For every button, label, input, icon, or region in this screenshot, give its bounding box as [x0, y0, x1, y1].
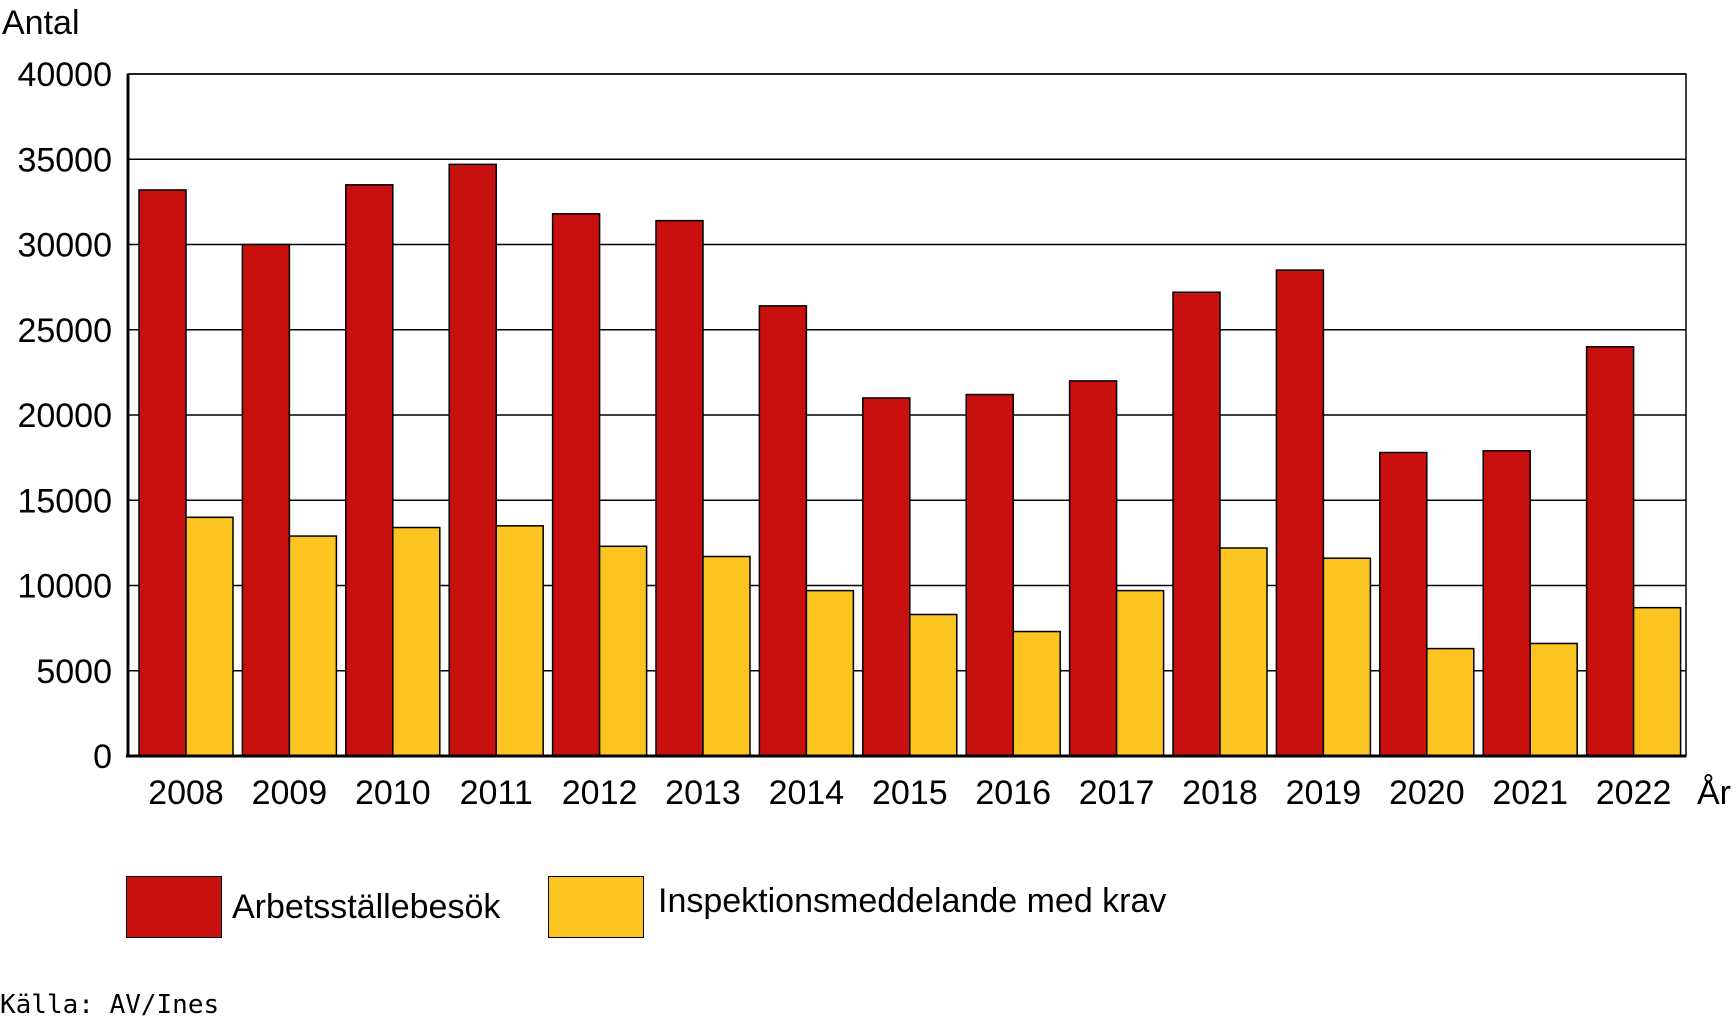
- bar-arbetsstallebesok-2017: [1068, 380, 1118, 757]
- x-tick-label: 2013: [665, 774, 741, 812]
- bar-arbetsstallebesok-2015: [862, 397, 911, 757]
- y-tick-label: 35000: [17, 141, 112, 179]
- x-tick-label: 2019: [1286, 774, 1362, 812]
- bar-arbetsstallebesok-2019: [1275, 269, 1325, 757]
- y-tick-label: 5000: [36, 653, 112, 691]
- bar-inspektionsmeddelande-2012: [598, 545, 648, 757]
- bar-inspektionsmeddelande-2017: [1115, 589, 1165, 757]
- y-tick-label: 30000: [17, 227, 112, 265]
- bar-inspektionsmeddelande-2013: [702, 555, 751, 757]
- bar-inspektionsmeddelande-2021: [1529, 642, 1578, 757]
- y-tick-label: 15000: [17, 482, 112, 520]
- bar-inspektionsmeddelande-2008: [185, 516, 234, 757]
- x-tick-label: 2014: [769, 774, 845, 812]
- x-tick-label: 2011: [460, 774, 533, 812]
- x-tick-label: 2016: [975, 774, 1051, 812]
- bar-arbetsstallebesok-2018: [1172, 291, 1221, 757]
- bar-arbetsstallebesok-2013: [655, 219, 704, 757]
- bar-inspektionsmeddelande-2020: [1426, 647, 1475, 757]
- legend-label-arbetsstallebesok: Arbetsställebesök: [232, 888, 501, 926]
- x-tick-label: 2012: [562, 774, 638, 812]
- bar-inspektionsmeddelande-2011: [495, 525, 544, 757]
- y-tick-label: 20000: [17, 397, 112, 435]
- bar-inspektionsmeddelande-2018: [1219, 547, 1268, 757]
- x-tick-label: 2021: [1492, 774, 1568, 812]
- bar-arbetsstallebesok-2011: [448, 163, 497, 757]
- legend-swatch-inspektionsmeddelande: [548, 876, 644, 938]
- bar-inspektionsmeddelande-2016: [1012, 630, 1061, 757]
- x-tick-labels: 2008 2009 2010 2011 2012 2013 2014 2015 2016 2017…: [148, 774, 1671, 812]
- x-tick-label: 2018: [1182, 774, 1258, 812]
- bar-arbetsstallebesok-2012: [551, 213, 601, 757]
- legend-label-inspektionsmeddelande: Inspektionsmeddelande med krav: [658, 882, 1167, 920]
- y-tick-label: 0: [93, 738, 112, 776]
- x-tick-label: 2017: [1079, 774, 1155, 812]
- bar-arbetsstallebesok-2016: [965, 393, 1014, 757]
- x-tick-label: 2020: [1389, 774, 1465, 812]
- y-tick-labels: 0 5000 10000 15000 20000 25000 30000 35000 40000: [17, 56, 112, 776]
- x-tick-label: 2022: [1596, 774, 1672, 812]
- bar-inspektionsmeddelande-2015: [909, 613, 958, 757]
- bar-arbetsstallebesok-2008: [138, 189, 187, 757]
- x-axis-label: År: [1697, 774, 1731, 812]
- y-axis-label: Antal: [2, 4, 80, 42]
- y-tick-label: 10000: [17, 568, 112, 606]
- legend-swatch-arbetsstallebesok: [126, 876, 222, 938]
- bar-arbetsstallebesok-2020: [1379, 451, 1428, 757]
- bar-chart: Antal År 0 5000 10000 15000 20000 25000 30000 3…: [2, 4, 1731, 812]
- x-tick-label: 2010: [355, 774, 431, 812]
- x-tick-label: 2009: [252, 774, 328, 812]
- bar-inspektionsmeddelande-2022: [1632, 606, 1682, 757]
- x-tick-label: 2008: [148, 774, 224, 812]
- bar-arbetsstallebesok-2010: [345, 184, 394, 757]
- bar-inspektionsmeddelande-2009: [288, 535, 338, 757]
- x-tick-label: 2015: [872, 774, 948, 812]
- source-note: Källa: AV/Ines: [0, 990, 220, 1020]
- bar-inspektionsmeddelande-2014: [805, 589, 855, 757]
- bars: [138, 163, 1682, 757]
- bar-inspektionsmeddelande-2010: [392, 526, 441, 757]
- y-tick-label: 40000: [17, 56, 112, 94]
- bar-arbetsstallebesok-2014: [758, 305, 808, 757]
- bar-arbetsstallebesok-2021: [1482, 450, 1531, 757]
- bar-arbetsstallebesok-2022: [1585, 346, 1635, 757]
- bar-inspektionsmeddelande-2019: [1322, 557, 1372, 757]
- bar-arbetsstallebesok-2009: [241, 243, 291, 757]
- y-tick-label: 25000: [17, 312, 112, 350]
